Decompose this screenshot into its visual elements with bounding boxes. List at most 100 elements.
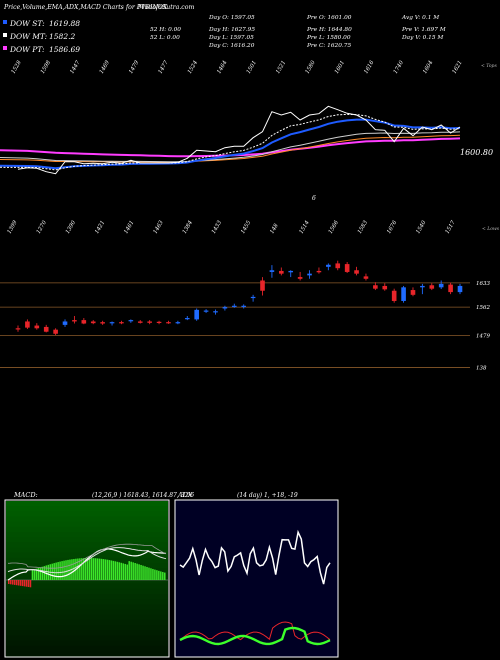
price-line — [17, 105, 461, 175]
low-price-label: 1390 — [65, 219, 77, 235]
macd-bar — [15, 580, 18, 586]
candle-body — [269, 270, 275, 272]
candle-body — [260, 280, 265, 291]
low-price-label: 1270 — [36, 219, 48, 235]
macd-bar — [152, 568, 154, 580]
macd-bar — [104, 559, 107, 580]
macd-bar — [136, 563, 138, 580]
candle-body — [213, 311, 218, 313]
adx-values: (14 day) 1, +18, -19 — [237, 492, 298, 499]
top-price-label: 1479 — [128, 59, 140, 75]
candle-body — [279, 270, 284, 274]
site-name: MunafaSutra.com — [137, 4, 194, 11]
macd-bar — [158, 570, 160, 580]
macd-bg-band — [6, 552, 168, 559]
macd-bar — [102, 559, 105, 580]
macd-bar — [29, 580, 32, 588]
macd-bg-band — [6, 537, 168, 543]
top-price-label: 1464 — [216, 59, 228, 75]
macd-bg-band — [6, 614, 168, 621]
macd-bar — [106, 559, 109, 580]
top-price-label: 1580 — [305, 59, 317, 75]
adx-label: ADX — [177, 491, 193, 499]
macd-bar — [9, 580, 12, 585]
macd-bg-band — [6, 506, 168, 512]
low-price-label: 1583 — [357, 219, 369, 235]
price-tick-label: 1562 — [476, 305, 490, 311]
candle-body — [175, 322, 181, 324]
macd-bar — [25, 580, 28, 587]
candle-body — [231, 305, 237, 307]
macd-gradient — [6, 501, 168, 657]
macd-bar — [61, 561, 63, 580]
top-price-label: 1521 — [275, 60, 287, 75]
candle-body — [72, 320, 77, 322]
macd-bar — [134, 562, 136, 580]
macd-bar — [45, 565, 48, 580]
top-price-label: 1524 — [187, 59, 199, 75]
macd-bg-band — [6, 625, 168, 631]
candle-body — [203, 310, 209, 312]
macd-bg-band — [6, 542, 168, 548]
macd-bar — [17, 580, 20, 586]
macd-bar — [31, 570, 34, 580]
macd-bar — [114, 561, 117, 580]
legend-value-dow-pt: 1586.69 — [49, 45, 80, 54]
stat-day-close: Day C: 1616.20 — [208, 43, 255, 49]
candle-body — [420, 285, 425, 288]
candle-body — [184, 318, 190, 320]
candle-body — [222, 307, 228, 309]
stats-block: Day O: 1597.05 Pre O: 1601.00 Avg V: 0.1… — [150, 15, 447, 49]
legend-swatch-dow-mt — [3, 33, 7, 37]
stat-52w-high: 52 H: 0.00 — [150, 27, 181, 33]
macd-bg-band — [6, 526, 168, 533]
macd-bar — [87, 558, 89, 580]
macd-bar — [140, 564, 142, 580]
low-price-label: 148 — [269, 222, 280, 235]
candle-body — [457, 285, 463, 293]
macd-bar — [8, 580, 10, 584]
candle-body — [25, 321, 30, 328]
stat-prev-volume: Pre V: 1.697 M — [401, 27, 447, 33]
candle-body — [147, 321, 152, 323]
legend-item-dow-mt: DOW MT: 1582.2 — [3, 32, 75, 41]
macd-bar — [160, 571, 162, 580]
top-price-label: 1601 — [334, 60, 346, 75]
macd-bar — [120, 562, 123, 580]
macd-bar — [164, 572, 166, 580]
candle-body — [250, 296, 256, 299]
macd-bar — [11, 580, 14, 585]
last-value-label: 1600.80 — [460, 148, 493, 157]
price-tick-label: 1479 — [476, 333, 490, 339]
plus-di-line — [179, 626, 331, 646]
adx-frame — [174, 499, 339, 658]
candle-body — [62, 321, 68, 325]
stat-52w-low: 52 L: 0.00 — [150, 35, 180, 41]
macd-bar — [21, 580, 24, 587]
candle-body — [34, 325, 40, 329]
macd-bg-band — [6, 516, 168, 523]
macd-bg-band — [6, 594, 168, 600]
macd-bar — [65, 560, 67, 580]
candle-body — [128, 320, 134, 322]
candle-body — [137, 321, 143, 323]
macd-bar — [81, 558, 83, 580]
top-price-label: 1477 — [158, 59, 170, 75]
candle-body — [43, 326, 49, 332]
top-price-label: 1528 — [11, 59, 23, 75]
candle-body — [448, 284, 453, 293]
candle-body — [307, 273, 312, 276]
chart-title: Price,Volume,EMA,ADX,MACD Charts for PVR… — [3, 4, 168, 11]
candle-body — [81, 320, 87, 324]
candle-body — [90, 321, 96, 324]
macd-bar — [23, 580, 26, 587]
candle-body — [354, 270, 359, 274]
macd-bar — [73, 558, 75, 580]
macd-bg-band — [6, 511, 168, 517]
macd-bar — [33, 569, 36, 580]
stat-prev-low: Pre L: 1580.00 — [306, 35, 351, 41]
legend-swatch-dow-st — [3, 20, 7, 24]
macd-bg-band — [6, 604, 168, 610]
macd-bar — [162, 572, 164, 580]
